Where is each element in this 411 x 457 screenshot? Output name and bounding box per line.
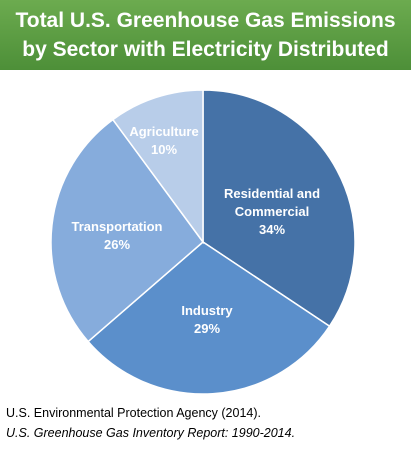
slice-name-1: Industry (181, 303, 233, 318)
slice-name-3: Agriculture (129, 124, 198, 139)
slice-label-2: Transportation 26% (71, 219, 162, 252)
pie-slice-2 (50, 118, 205, 343)
source-report: U.S. Greenhouse Gas Inventory Report: 19… (6, 426, 296, 440)
slice-label-1: Industry 29% (181, 303, 233, 336)
chart-title-line-1: Total U.S. Greenhouse Gas Emissions (15, 9, 396, 32)
slice-value-2: 26% (104, 237, 130, 252)
chart-title: Total U.S. Greenhouse Gas Emissions by S… (0, 0, 411, 70)
slice-value-1: 29% (194, 321, 220, 336)
slice-value-3: 10% (151, 142, 177, 157)
slice-value-0: 34% (259, 222, 285, 237)
pie-slice-3 (111, 89, 204, 245)
pie-slice-1 (87, 241, 331, 395)
slice-name-0: Residential and (224, 186, 320, 201)
source-citation: U.S. Environmental Protection Agency (20… (6, 403, 295, 443)
source-agency: U.S. Environmental Protection Agency (20… (6, 406, 261, 420)
pie-chart: Residential and Commercial 34% Industry 29% T… (50, 89, 356, 395)
slice-label-3: Agriculture 10% (129, 124, 198, 157)
slice-name-0: Commercial (235, 204, 309, 219)
slice-name-2: Transportation (71, 219, 162, 234)
pie-slices (50, 89, 356, 395)
slice-label-0: Residential and Commercial 34% (224, 186, 320, 237)
chart-title-line-2: by Sector with Electricity Distributed (22, 38, 389, 61)
pie-labels: Residential and Commercial 34% Industry 29% T… (71, 124, 320, 336)
